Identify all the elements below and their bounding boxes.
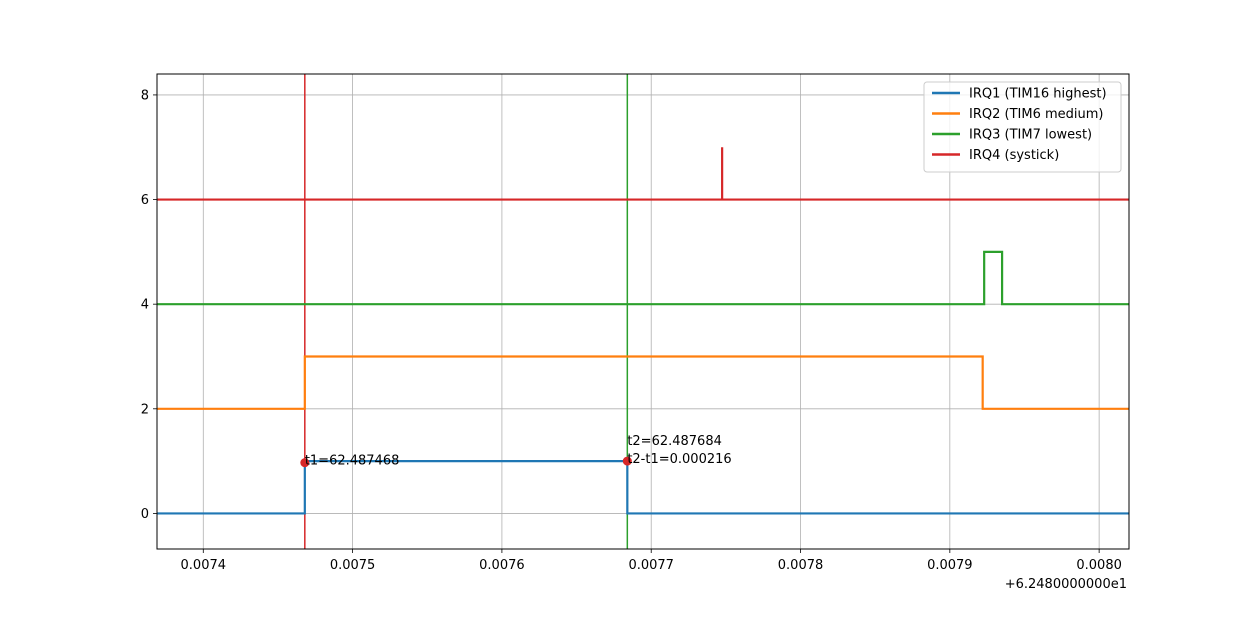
x-tick-label: 0.0080 [1076, 558, 1122, 573]
series-line [157, 147, 1129, 201]
legend-label: IRQ2 (TIM6 medium) [969, 107, 1103, 122]
legend-label: IRQ1 (TIM16 highest) [969, 87, 1107, 102]
x-tick-label: 0.0076 [479, 558, 525, 573]
legend-label: IRQ3 (TIM7 lowest) [969, 128, 1092, 143]
y-tick-label: 6 [141, 193, 149, 208]
x-tick-label: 0.0077 [628, 558, 674, 573]
x-tick-label: 0.0075 [330, 558, 376, 573]
y-tick-label: 4 [141, 298, 149, 313]
series-line [157, 460, 1129, 515]
y-tick-label: 0 [141, 507, 149, 522]
legend: IRQ1 (TIM16 highest) IRQ2 (TIM6 medium) IR… [923, 81, 1122, 173]
x-tick-label: 0.0074 [181, 558, 227, 573]
y-tick-label: 2 [141, 402, 149, 417]
x-axis-offset-label: +6.2480000000e1 [1005, 577, 1127, 592]
point-marker [622, 456, 632, 466]
series-line [157, 250, 1129, 306]
x-tick-label: 0.0078 [778, 558, 824, 573]
series-line [157, 355, 1129, 410]
annotation-text: t1=62.487468 [305, 454, 400, 469]
y-tick-label: 8 [141, 88, 149, 103]
annotation-text: t2-t1=0.000216 [627, 452, 731, 467]
legend-box [923, 81, 1122, 173]
annotation-text: t2=62.487684 [627, 434, 722, 449]
annotations: t1=62.487468 t2=62.487684 t2-t1=0.000216 [305, 434, 732, 469]
series-lines [157, 147, 1129, 515]
ticks: 0.0074 0.0075 0.0076 0.0077 0.0078 0.0079 0.00… [141, 88, 1122, 573]
legend-label: IRQ4 (systick) [969, 148, 1059, 163]
point-marker [300, 458, 310, 468]
markers [300, 456, 632, 468]
plot-frame [156, 73, 1130, 550]
x-tick-label: 0.0079 [927, 558, 973, 573]
